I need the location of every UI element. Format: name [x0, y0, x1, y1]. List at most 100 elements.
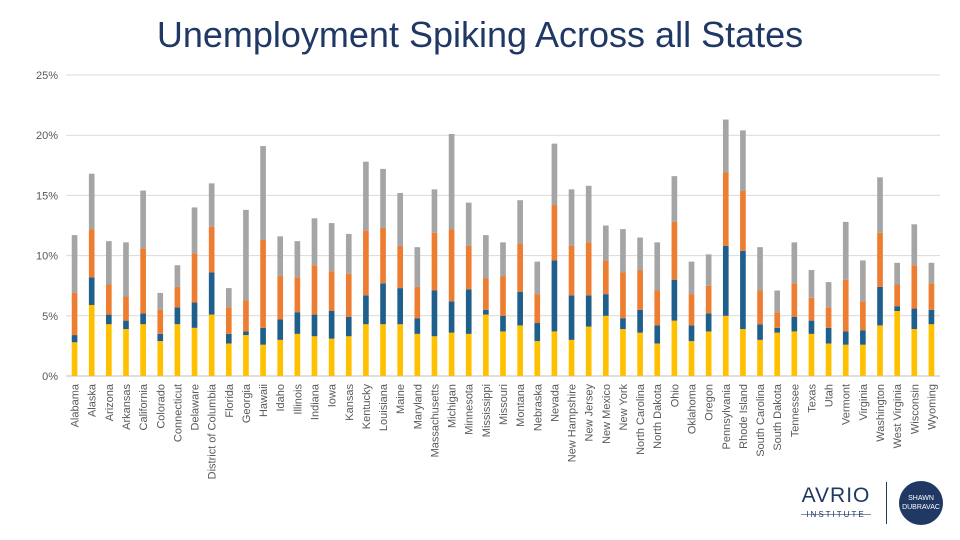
- bar-indiana-series-1: [311, 336, 318, 376]
- bar-oregon-series-2: [705, 313, 712, 332]
- bar-maryland-series-4: [414, 247, 421, 287]
- bar-new-hampshire-series-2: [568, 295, 575, 340]
- bar-north-dakota-series-2: [654, 325, 661, 344]
- bar-vermont-series-4: [842, 221, 849, 280]
- bar-tennessee-series-2: [791, 317, 798, 332]
- x-tick-label: Pennsylvania: [721, 383, 733, 449]
- bar-rhode-island-series-1: [740, 329, 746, 376]
- bar-north-carolina-series-4: [637, 237, 643, 271]
- bar-minnesota-series-4: [465, 202, 472, 246]
- bar-kentucky-series-4: [363, 161, 369, 231]
- bar-ohio-series-1: [671, 320, 678, 376]
- bar-vermont-series-3: [842, 279, 849, 332]
- bar-minnesota-series-2: [465, 289, 472, 334]
- bar-nevada-series-2: [551, 260, 558, 332]
- bar-maine-series-3: [397, 245, 404, 289]
- bar-nevada-series-4: [551, 143, 558, 206]
- bar-montana-series-1: [517, 325, 523, 376]
- slide-title: Unemployment Spiking Across all States: [156, 14, 804, 55]
- x-tick-label: Wyoming: [926, 384, 938, 430]
- bar-arkansas-series-2: [123, 320, 129, 330]
- bar-minnesota-series-3: [465, 245, 472, 290]
- bar-hawaii-series-3: [260, 239, 266, 328]
- bar-delaware-series-2: [191, 302, 198, 328]
- x-tick-label: Utah: [824, 384, 836, 407]
- bar-south-carolina-series-2: [757, 324, 763, 340]
- bar-virginia-series-1: [860, 344, 866, 376]
- bar-delaware-series-3: [191, 253, 198, 303]
- x-tick-label: Texas: [806, 384, 818, 413]
- x-tick-label: Kansas: [344, 384, 356, 421]
- bar-florida-series-3: [225, 307, 232, 334]
- shawn-dubravac-seal: SHAWN DUBRAVAC: [899, 481, 943, 525]
- bar-new-jersey-series-4: [585, 185, 592, 243]
- bar-mississippi-series-1: [483, 314, 489, 376]
- bar-massachusetts-series-2: [431, 290, 438, 337]
- x-tick-label: Nebraska: [532, 383, 544, 431]
- bar-new-mexico-series-3: [602, 260, 609, 295]
- bar-new-jersey-series-3: [585, 242, 592, 296]
- bar-wyoming-series-1: [928, 324, 935, 376]
- bar-west-virginia-series-4: [894, 262, 900, 285]
- x-tick-label: Montana: [515, 383, 527, 427]
- bar-maine-series-1: [397, 324, 404, 376]
- bar-massachusetts-series-1: [431, 336, 438, 376]
- bar-ohio-series-4: [671, 176, 678, 222]
- x-tick-label: Illinois: [292, 384, 304, 415]
- bar-new-hampshire-series-1: [568, 339, 575, 376]
- bar-michigan-series-4: [448, 133, 455, 230]
- bar-arkansas-series-4: [123, 242, 129, 297]
- x-tick-label: Arkansas: [121, 384, 133, 430]
- bar-arizona-series-4: [106, 241, 112, 285]
- bar-georgia-series-3: [243, 300, 249, 332]
- x-tick-label: Oregon: [704, 384, 716, 421]
- bar-kansas-series-3: [345, 273, 352, 318]
- y-tick-label: 20%: [36, 130, 58, 142]
- bar-nebraska-series-2: [534, 323, 541, 342]
- bar-alaska-series-2: [88, 277, 95, 305]
- bar-new-mexico-series-4: [602, 225, 609, 261]
- bar-hawaii-series-1: [260, 344, 266, 376]
- bar-virginia-series-2: [860, 330, 866, 345]
- x-tick-label: Nevada: [549, 383, 561, 422]
- bar-georgia-series-1: [243, 335, 249, 376]
- bar-massachusetts-series-4: [431, 189, 438, 233]
- bar-utah-series-4: [825, 282, 832, 308]
- x-tick-label: Missouri: [498, 384, 510, 425]
- bar-utah-series-2: [825, 327, 832, 344]
- bar-washington-series-4: [877, 177, 883, 233]
- x-tick-label: Hawaii: [258, 384, 270, 417]
- bar-kentucky-series-3: [363, 230, 369, 296]
- bar-alaska-series-1: [88, 304, 95, 376]
- x-tick-label: Maryland: [412, 384, 424, 429]
- bar-north-carolina-series-2: [637, 309, 643, 333]
- bar-missouri-series-4: [500, 242, 506, 277]
- bar-maine-series-4: [397, 192, 404, 246]
- bar-wyoming-series-2: [928, 309, 935, 325]
- logo-area: AVRIO INSTITUTE SHAWN DUBRAVAC: [795, 478, 955, 528]
- bar-michigan-series-1: [448, 332, 455, 376]
- bar-oregon-series-4: [705, 254, 712, 286]
- bar-rhode-island-series-3: [740, 190, 746, 251]
- bar-arkansas-series-3: [123, 296, 129, 321]
- x-tick-label: South Carolina: [755, 383, 767, 457]
- bar-missouri-series-2: [500, 315, 506, 332]
- bar-ohio-series-3: [671, 221, 678, 280]
- x-tick-label: Michigan: [447, 384, 459, 428]
- x-tick-label: Connecticut: [172, 384, 184, 442]
- bar-north-carolina-series-3: [637, 270, 643, 310]
- x-tick-label: North Carolina: [635, 383, 647, 455]
- bar-illinois-series-4: [294, 241, 301, 278]
- x-tick-label: West Virginia: [892, 383, 904, 448]
- bar-new-york-series-4: [620, 229, 626, 273]
- x-tick-label: Massachusetts: [429, 384, 441, 458]
- x-tick-label: Mississippi: [481, 384, 493, 437]
- bar-oklahoma-series-2: [688, 325, 695, 342]
- y-tick-label: 15%: [36, 190, 58, 202]
- bar-california-series-3: [140, 248, 146, 314]
- x-tick-label: New Mexico: [601, 384, 613, 444]
- bar-maine-series-2: [397, 288, 404, 325]
- bar-illinois-series-3: [294, 277, 301, 313]
- bar-wisconsin-series-4: [911, 224, 918, 266]
- bar-wyoming-series-4: [928, 262, 935, 284]
